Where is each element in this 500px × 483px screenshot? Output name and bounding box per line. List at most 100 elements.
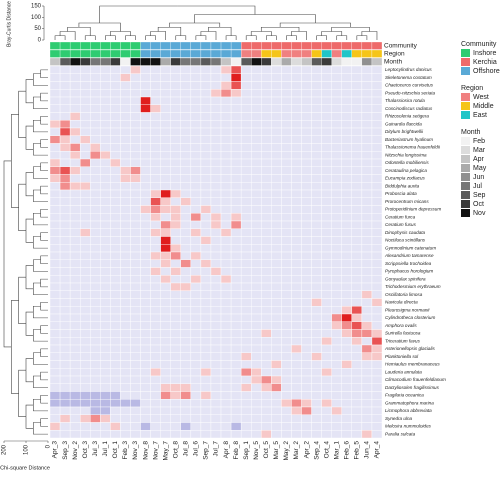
heatmap-cell [271,166,282,175]
heatmap-cell [271,73,282,82]
heatmap-cell [351,329,363,338]
heatmap-cell [79,313,91,322]
heatmap-cell [371,399,383,408]
heatmap-cell [220,391,232,400]
heatmap-cell [240,321,252,330]
column-dendrogram [279,22,316,28]
heatmap-cell [230,282,242,291]
heatmap-cell [251,298,262,307]
row-dendrogram [40,306,48,311]
heatmap-cell [251,236,262,245]
heatmap-cell [160,414,171,423]
heatmap-cell [110,267,121,276]
region-annotation [150,49,161,58]
heatmap-cell [261,275,272,284]
heatmap-cell [301,197,312,206]
heatmap-cell [180,406,192,415]
heatmap-cell [230,127,242,136]
column-dendrogram [110,31,121,36]
region-annotation [160,49,171,58]
heatmap-cell [140,259,151,268]
heatmap-cell [130,143,141,152]
heatmap-cell [251,337,262,346]
heatmap-cell [170,275,181,284]
heatmap-cell [180,306,192,315]
heatmap-cell [210,89,222,98]
region-annotation [311,49,322,58]
heatmap-cell [59,174,71,183]
heatmap-cell [271,352,282,361]
column-dendrogram [331,31,343,36]
heatmap-cell [100,220,111,229]
heatmap-cell [351,73,363,82]
heatmap-cell [351,96,363,105]
heatmap-cell [79,236,91,245]
heatmap-cell [210,275,222,284]
heatmap-cell [220,251,232,260]
heatmap-cell [281,430,292,439]
heatmap-cell [150,375,161,384]
heatmap-cell [331,290,342,299]
row-dendrogram [25,79,34,92]
heatmap-cell [361,375,373,384]
heatmap-cell [150,65,161,74]
month-annotation [170,57,181,66]
column-label: Apr_4 [374,441,381,459]
heatmap-cell [220,174,232,183]
heatmap-cell [291,422,302,431]
row-dendrogram [40,73,48,78]
heatmap-cell [271,228,282,237]
heatmap-cell [79,96,91,105]
heatmap-cell [361,329,373,338]
heatmap-cell [170,383,181,392]
heatmap-cell [361,73,373,82]
heatmap-cell [200,151,212,160]
heatmap-cell [271,306,282,315]
heatmap-cell [190,344,202,353]
heatmap-cell [140,65,151,74]
heatmap-cell [341,104,353,113]
heatmap-cell [120,96,131,105]
heatmap-cell [321,244,332,253]
heatmap-cell [321,65,332,74]
heatmap-cell [281,275,292,284]
heatmap-cell [59,259,71,268]
heatmap-cell [79,65,91,74]
heatmap-cell [190,267,202,276]
community-annotation [251,41,262,50]
month-annotation [160,57,171,66]
heatmap-cell [150,352,161,361]
heatmap-cell [271,151,282,160]
heatmap-cell [190,189,202,198]
heatmap-cell [59,360,71,369]
heatmap-cell [120,275,131,284]
heatmap-cell [190,430,202,439]
heatmap-cell [100,406,111,415]
heatmap-cell [130,399,141,408]
heatmap-cell [331,65,342,74]
row-dendrogram [25,137,34,150]
heatmap-cell [59,220,71,229]
heatmap-cell [271,375,282,384]
heatmap-cell [251,282,262,291]
heatmap-cell [361,313,373,322]
column-dendrogram [150,35,156,40]
heatmap-cell [130,282,141,291]
heatmap-cell [361,166,373,175]
heatmap-cell [210,344,222,353]
legend-label: Jun [473,174,484,181]
heatmap-cell [210,135,222,144]
heatmap-cell [251,313,262,322]
heatmap-cell [160,104,171,113]
heatmap-cell [291,313,302,322]
heatmap-cell [79,73,91,82]
heatmap-cell [130,220,141,229]
heatmap-cell [240,104,252,113]
heatmap-cell [79,143,91,152]
heatmap-cell [351,321,363,330]
heatmap-cell [49,290,61,299]
heatmap-cell [220,399,232,408]
heatmap-cell [90,112,101,121]
heatmap-cell [100,313,111,322]
heatmap-cell [90,275,101,284]
